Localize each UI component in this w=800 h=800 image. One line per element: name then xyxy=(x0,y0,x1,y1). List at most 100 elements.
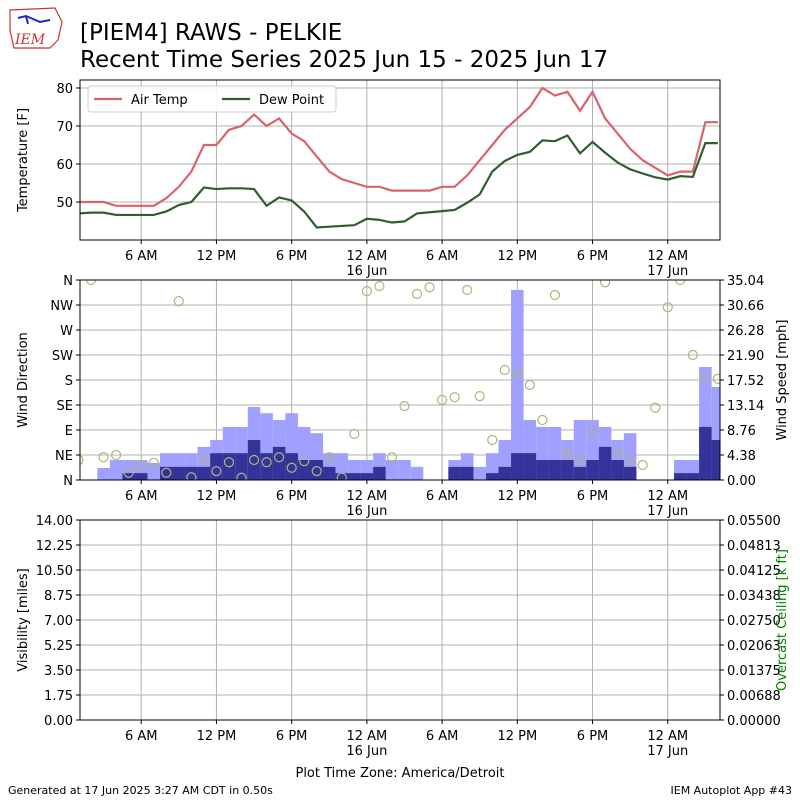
point xyxy=(274,452,285,463)
point xyxy=(474,391,485,402)
axes-frame xyxy=(79,519,721,721)
point xyxy=(386,452,398,463)
bar xyxy=(109,460,123,480)
y2-axis-label: Overcast Ceiling [k ft] xyxy=(775,549,790,691)
y2-tick-label: 0.00 xyxy=(727,474,756,489)
axes-frame xyxy=(79,79,721,241)
plot-area xyxy=(80,86,718,229)
point xyxy=(399,401,410,412)
bar xyxy=(598,446,612,480)
point xyxy=(424,282,435,293)
footer-right: IEM Autoplot App #43 xyxy=(671,784,793,797)
bar xyxy=(410,466,424,480)
bar xyxy=(360,473,374,480)
logo-outline xyxy=(9,7,63,49)
y2-axis-label: Wind Speed [mph] xyxy=(775,320,790,441)
point xyxy=(211,466,222,477)
point xyxy=(462,284,473,296)
chart-title: [PIEM4] RAWS - PELKIE xyxy=(80,20,342,46)
y-tick-label: NW xyxy=(50,299,73,314)
bar xyxy=(485,473,499,480)
y2-tick-label: 26.28 xyxy=(727,324,764,339)
panel: 6 AM 12 PM 6 PM 12 AM 16 Jun 6 AM 12 PM 6 PM 12 … xyxy=(16,514,790,781)
y2-tick-label: 0.00000 xyxy=(727,714,781,729)
x-tick-label: 6 PM xyxy=(577,729,608,744)
logo-text: IEM xyxy=(14,32,46,48)
y2-tick-label: 35.04 xyxy=(727,274,764,289)
bar xyxy=(611,460,624,480)
bar xyxy=(460,466,474,480)
y2-tick-label: 0.04125 xyxy=(727,564,781,579)
chart-subtitle: Recent Time Series 2025 Jun 15 - 2025 Ju… xyxy=(80,47,608,73)
bar xyxy=(623,466,637,480)
point xyxy=(136,459,147,471)
bar xyxy=(686,473,700,480)
point xyxy=(311,466,322,477)
bar xyxy=(147,462,161,480)
bar xyxy=(398,460,411,480)
point xyxy=(248,454,260,466)
point xyxy=(662,302,673,313)
point xyxy=(549,289,561,301)
point xyxy=(336,472,347,480)
x-tick-label: 12 PM xyxy=(197,729,237,744)
point xyxy=(637,459,648,471)
point xyxy=(161,467,172,478)
point xyxy=(261,457,272,468)
y-tick-label: 60 xyxy=(56,158,73,173)
y2-tick-label: 0.02750 xyxy=(727,614,781,629)
x-tick-label: 12 PM xyxy=(497,249,537,264)
y2-tick-label: 0.01375 xyxy=(727,664,781,679)
bar xyxy=(272,446,286,480)
y-tick-label: 7.00 xyxy=(44,614,73,629)
x-tick-label: 12 PM xyxy=(197,489,237,504)
point xyxy=(562,448,573,459)
point xyxy=(173,296,184,307)
y2-tick-label: 8.76 xyxy=(727,424,756,439)
point xyxy=(587,427,598,438)
panel: 6 AM 12 PM 6 PM 12 AM 16 Jun 6 AM 12 PM 6 PM 12 … xyxy=(16,274,790,519)
x-tick-label: 12 PM xyxy=(197,249,237,264)
bar xyxy=(711,386,720,480)
point xyxy=(537,414,548,426)
bar xyxy=(674,473,687,480)
bar xyxy=(247,440,261,480)
panel: 6 AM 12 PM 6 PM 12 AM 16 Jun 6 AM 12 PM 6 PM 12 … xyxy=(16,79,721,279)
x-tick-label: 12 AM 16 Jun xyxy=(346,729,387,759)
point xyxy=(411,288,423,299)
bar xyxy=(172,466,186,480)
x-tick-label: 12 AM 16 Jun xyxy=(346,489,387,519)
y2-tick-label: 4.38 xyxy=(727,449,756,464)
y2-tick-label: 30.66 xyxy=(727,299,764,314)
bar xyxy=(335,473,349,480)
y-tick-label: N xyxy=(63,274,73,289)
point xyxy=(524,379,535,391)
point xyxy=(374,281,385,292)
footer-left: Generated at 17 Jun 2025 3:27 AM CDT in … xyxy=(8,784,273,797)
y-tick-label: 50 xyxy=(56,196,73,211)
bar xyxy=(523,453,537,480)
y-tick-label: 70 xyxy=(56,120,73,135)
point xyxy=(85,280,97,286)
x-tick-label: 6 AM xyxy=(426,489,459,504)
point xyxy=(449,392,460,403)
bar xyxy=(561,460,574,480)
y-tick-label: N xyxy=(63,474,73,489)
point xyxy=(700,372,711,383)
bar xyxy=(373,466,386,480)
legend-label: Dew Point xyxy=(259,93,324,108)
point xyxy=(324,452,335,463)
legend-label: Air Temp xyxy=(131,93,188,108)
bar xyxy=(548,460,562,480)
x-tick-label: 12 AM 17 Jun xyxy=(647,729,688,759)
point xyxy=(123,467,134,478)
x-tick-label: 6 PM xyxy=(577,249,608,264)
bar xyxy=(235,453,248,480)
point xyxy=(599,280,611,288)
point xyxy=(625,454,636,466)
y2-tick-label: 0.05500 xyxy=(727,514,781,529)
x-tick-label: 6 AM xyxy=(125,729,158,744)
x-tick-label: 12 AM 16 Jun xyxy=(346,249,387,279)
bar xyxy=(536,460,549,480)
